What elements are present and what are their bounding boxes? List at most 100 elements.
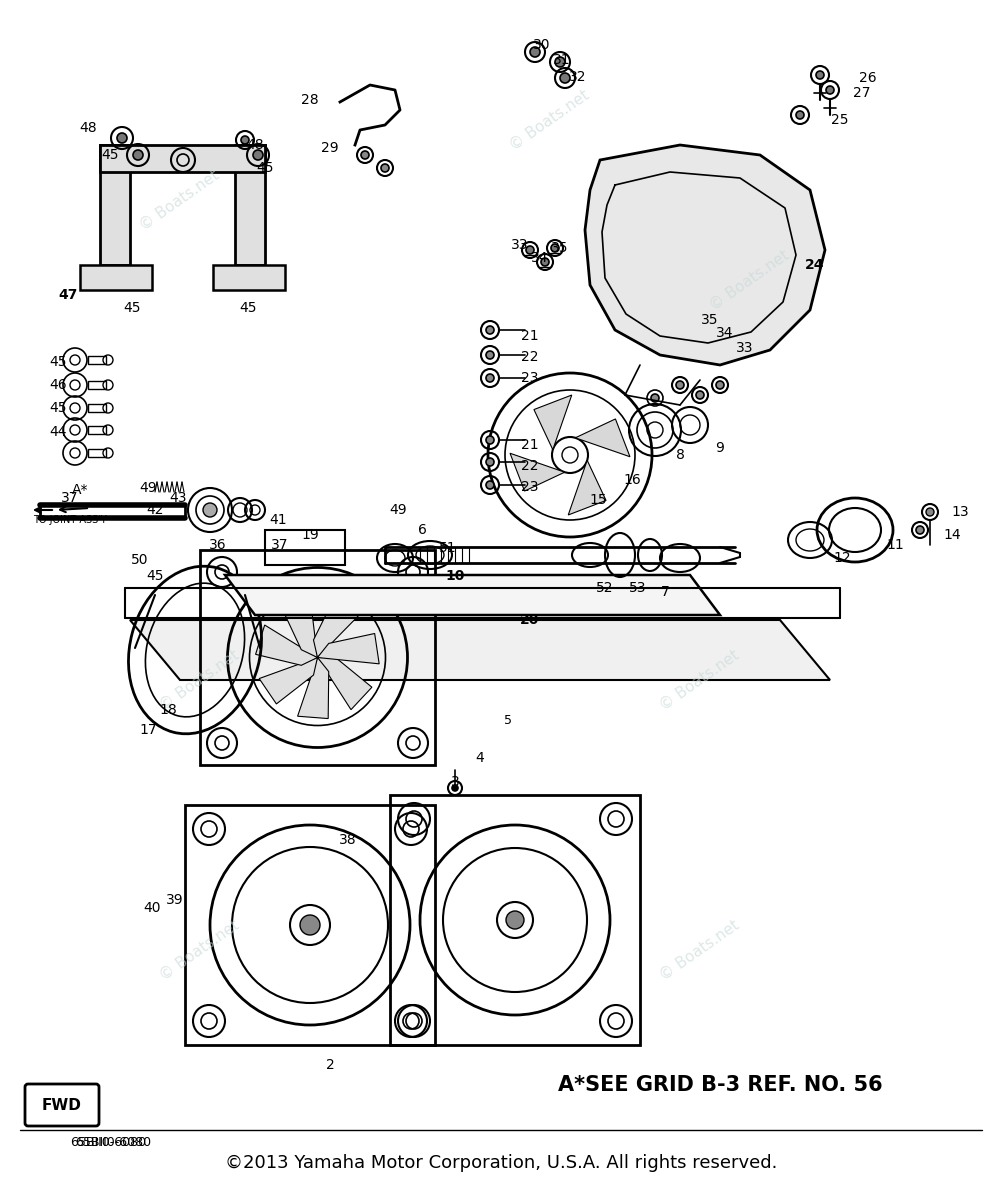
Text: 27: 27 (854, 86, 871, 100)
Polygon shape (100, 145, 130, 265)
Text: 45: 45 (101, 148, 119, 162)
Circle shape (486, 481, 494, 490)
Text: A*SEE GRID B-3 REF. NO. 56: A*SEE GRID B-3 REF. NO. 56 (558, 1075, 883, 1094)
Text: 65BII0-6080: 65BII0-6080 (70, 1136, 146, 1150)
Text: 10: 10 (445, 569, 465, 583)
Polygon shape (282, 596, 318, 658)
Polygon shape (510, 454, 565, 491)
Bar (265, 530, 345, 565)
Text: 37: 37 (272, 538, 289, 552)
Text: 16: 16 (623, 473, 641, 487)
Circle shape (551, 244, 559, 252)
Text: 48: 48 (79, 121, 97, 134)
Text: 14: 14 (943, 528, 961, 542)
Circle shape (562, 446, 578, 463)
Text: 52: 52 (596, 581, 614, 595)
Bar (390, 794, 640, 1045)
Circle shape (676, 382, 684, 389)
Circle shape (826, 86, 834, 94)
Text: 42: 42 (146, 503, 163, 517)
Polygon shape (585, 145, 825, 365)
Bar (88, 426, 106, 434)
Polygon shape (318, 658, 372, 709)
Text: 32: 32 (569, 70, 587, 84)
Text: © Boats.net: © Boats.net (157, 917, 242, 983)
Text: 39: 39 (166, 893, 183, 907)
Text: 22: 22 (521, 458, 539, 473)
Text: 65BII0-6080: 65BII0-6080 (75, 1136, 151, 1150)
Circle shape (560, 73, 570, 83)
Polygon shape (100, 145, 265, 172)
Polygon shape (318, 634, 379, 664)
Text: 37: 37 (61, 491, 79, 505)
Bar (88, 356, 106, 364)
Circle shape (308, 648, 328, 667)
Text: 41: 41 (270, 514, 287, 527)
Text: 35: 35 (701, 313, 718, 326)
Text: 51: 51 (439, 541, 457, 554)
Text: 50: 50 (131, 553, 148, 566)
Circle shape (486, 326, 494, 334)
Bar (88, 449, 106, 457)
Polygon shape (575, 419, 630, 457)
Circle shape (916, 526, 924, 534)
Text: 25: 25 (832, 113, 849, 127)
Bar (185, 805, 435, 1045)
Text: 15: 15 (589, 493, 607, 506)
Circle shape (300, 914, 320, 935)
Text: 47: 47 (58, 288, 78, 302)
Text: 20: 20 (520, 613, 540, 626)
Text: 2: 2 (326, 1058, 335, 1072)
Text: 33: 33 (736, 341, 754, 355)
Circle shape (541, 258, 549, 266)
Polygon shape (235, 145, 265, 265)
Text: 21: 21 (521, 438, 539, 452)
Text: 18: 18 (159, 703, 177, 716)
Text: 5: 5 (504, 714, 512, 726)
Text: © Boats.net: © Boats.net (707, 247, 793, 313)
Bar (200, 550, 435, 766)
Polygon shape (534, 395, 572, 450)
Text: 9: 9 (715, 440, 724, 455)
Text: 36: 36 (209, 538, 226, 552)
Text: 23: 23 (521, 480, 539, 494)
Text: 35: 35 (551, 241, 569, 254)
Circle shape (651, 394, 659, 402)
Circle shape (816, 71, 824, 79)
Circle shape (133, 150, 143, 160)
Polygon shape (256, 625, 318, 665)
Text: 49: 49 (139, 481, 156, 494)
Circle shape (381, 164, 389, 172)
Polygon shape (80, 265, 152, 290)
Text: 43: 43 (169, 491, 186, 505)
Text: 46: 46 (49, 378, 67, 392)
Text: 13: 13 (951, 505, 969, 518)
Text: TO JOINT ASS'Y: TO JOINT ASS'Y (33, 515, 107, 526)
Circle shape (361, 151, 369, 158)
Text: 38: 38 (340, 833, 357, 847)
Text: 44: 44 (49, 425, 67, 439)
Text: 28: 28 (302, 92, 319, 107)
Text: 34: 34 (531, 251, 549, 265)
Text: 49: 49 (389, 503, 407, 517)
Polygon shape (568, 461, 606, 515)
Text: 29: 29 (322, 140, 339, 155)
Text: 23: 23 (521, 371, 539, 385)
Text: 6: 6 (418, 523, 427, 538)
Bar (88, 404, 106, 412)
Circle shape (555, 56, 565, 67)
Circle shape (452, 785, 458, 791)
Circle shape (716, 382, 724, 389)
Text: 45: 45 (239, 301, 257, 314)
Circle shape (530, 47, 540, 56)
Text: 31: 31 (553, 53, 571, 67)
Text: 4: 4 (476, 751, 484, 766)
Polygon shape (130, 620, 830, 680)
FancyBboxPatch shape (25, 1084, 99, 1126)
Text: 45: 45 (146, 569, 163, 583)
Text: 22: 22 (521, 350, 539, 364)
Text: 26: 26 (859, 71, 877, 85)
Text: A*: A* (72, 482, 88, 497)
Text: © Boats.net: © Boats.net (157, 647, 242, 713)
Text: 45: 45 (123, 301, 140, 314)
